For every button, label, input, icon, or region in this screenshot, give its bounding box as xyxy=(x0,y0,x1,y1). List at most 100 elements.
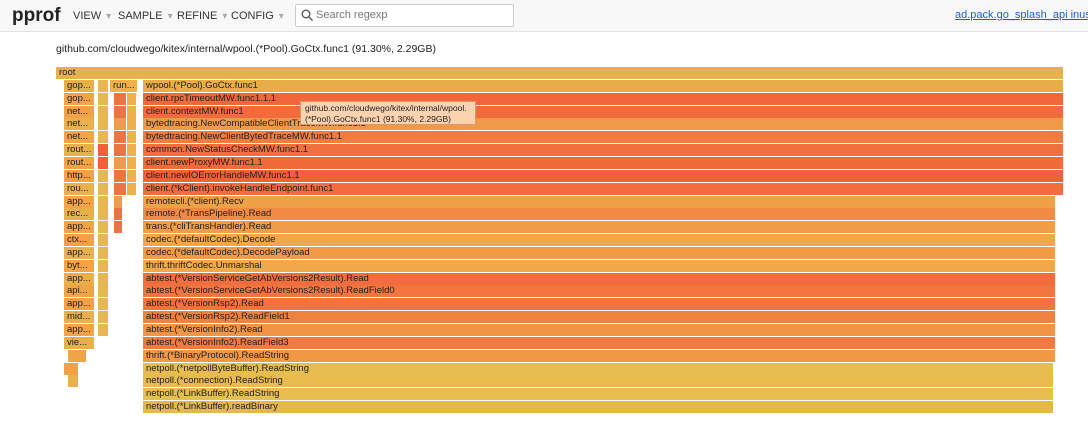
frame[interactable]: thrift.(*BinaryProtocol).ReadString xyxy=(143,349,1055,362)
frame[interactable]: net... xyxy=(64,105,94,118)
frame xyxy=(98,324,108,336)
frame[interactable]: app... xyxy=(64,195,94,208)
frame[interactable]: abtest.(*VersionInfo2).Read xyxy=(143,324,1055,336)
frame xyxy=(114,195,122,208)
frame xyxy=(114,131,126,144)
frame xyxy=(98,131,108,144)
search-icon xyxy=(301,9,313,21)
frame[interactable]: netpoll.(*netpollByteBuffer).ReadString xyxy=(143,362,1053,375)
frame[interactable]: abtest.(*VersionServiceGetAbVersions2Res… xyxy=(143,272,1055,285)
frame[interactable]: client.contextMW.func1 xyxy=(143,105,1063,118)
frame[interactable]: app... xyxy=(64,298,94,311)
frame[interactable]: bytedtracing.NewClientBytedTraceMW.func1… xyxy=(143,131,1063,144)
frame[interactable]: thrift.thriftCodec.Unmarshal xyxy=(143,259,1055,272)
frame xyxy=(127,131,136,144)
frame[interactable]: gop... xyxy=(64,79,94,92)
frame[interactable]: net... xyxy=(64,118,94,131)
frame[interactable]: netpoll.(*connection).ReadString xyxy=(143,375,1053,388)
tooltip: github.com/cloudwego/kitex/internal/wpoo… xyxy=(300,101,476,125)
frame[interactable]: root xyxy=(56,67,1063,79)
frame xyxy=(98,272,108,285)
frame[interactable]: vie... xyxy=(64,336,94,349)
frame[interactable]: codec.(*defaultCodec).Decode xyxy=(143,234,1055,247)
frame xyxy=(98,246,108,259)
frame xyxy=(114,156,126,169)
frame xyxy=(98,195,108,208)
frame[interactable]: bytedtracing.NewCompatibleClientTraceMW.… xyxy=(143,118,1063,131)
frame[interactable]: client.newIOErrorHandleMW.func1.1 xyxy=(143,169,1063,182)
frame xyxy=(64,362,78,375)
frame xyxy=(98,156,108,169)
frame[interactable]: http... xyxy=(64,169,94,182)
frame xyxy=(98,311,108,324)
frame xyxy=(127,169,136,182)
frame[interactable]: netpoll.(*LinkBuffer).ReadString xyxy=(143,388,1053,401)
frame xyxy=(98,118,108,131)
frame[interactable]: client.rpcTimeoutMW.func1.1.1 xyxy=(143,92,1063,105)
frame[interactable]: client.newProxyMW.func1.1 xyxy=(143,156,1063,169)
frame[interactable]: remote.(*TransPipeline).Read xyxy=(143,208,1055,221)
subtitle: github.com/cloudwego/kitex/internal/wpoo… xyxy=(56,43,436,55)
frame[interactable]: app... xyxy=(64,246,94,259)
tooltip-line: (*Pool).GoCtx.func1 (91.30%, 2.29GB) xyxy=(305,114,451,124)
frame[interactable]: abtest.(*VersionRsp2).ReadField1 xyxy=(143,311,1055,324)
frame xyxy=(98,259,108,272)
frame xyxy=(127,92,136,105)
frame xyxy=(98,169,108,182)
frame xyxy=(114,92,126,105)
frame[interactable]: wpool.(*Pool).GoCtx.func1 xyxy=(143,79,1063,92)
frame xyxy=(98,79,108,92)
frame[interactable]: common.NewStatusCheckMW.func1.1 xyxy=(143,144,1063,157)
frame[interactable]: rout... xyxy=(64,144,94,157)
frame[interactable]: abtest.(*VersionServiceGetAbVersions2Res… xyxy=(143,285,1055,298)
frame xyxy=(98,208,108,221)
menu[interactable]: SAMPLE xyxy=(118,10,173,22)
frame xyxy=(98,92,108,105)
frame[interactable]: abtest.(*VersionRsp2).Read xyxy=(143,298,1055,311)
frame xyxy=(68,349,86,362)
frame xyxy=(98,144,108,157)
frame[interactable]: run... xyxy=(110,79,137,92)
frame xyxy=(114,105,126,118)
frame xyxy=(127,156,136,169)
frame[interactable]: ctx... xyxy=(64,234,94,247)
frame[interactable]: gop... xyxy=(64,92,94,105)
frame xyxy=(68,375,78,388)
frame[interactable]: netpoll.(*LinkBuffer).readBinary xyxy=(143,401,1053,414)
search-placeholder: Search regexp xyxy=(316,9,388,21)
frame xyxy=(114,221,122,234)
menu[interactable]: REFINE xyxy=(177,10,227,22)
tooltip-line: github.com/cloudwego/kitex/internal/wpoo… xyxy=(305,103,467,113)
frame xyxy=(98,234,108,247)
logo[interactable]: pprof xyxy=(12,5,61,26)
frame[interactable]: client.(*kClient).invokeHandleEndpoint.f… xyxy=(143,182,1063,195)
frame[interactable]: api... xyxy=(64,285,94,298)
profile-link[interactable]: ad.pack.go_splash_api inuse_sp xyxy=(955,9,1088,21)
frame xyxy=(98,285,108,298)
frame[interactable]: trans.(*cliTransHandler).Read xyxy=(143,221,1055,234)
menu[interactable]: CONFIG xyxy=(231,10,284,22)
frame[interactable]: app... xyxy=(64,272,94,285)
frame[interactable]: rec... xyxy=(64,208,94,221)
menu[interactable]: VIEW xyxy=(73,10,111,22)
search-box[interactable]: Search regexp xyxy=(295,4,514,27)
frame[interactable]: rou... xyxy=(64,182,94,195)
frame[interactable]: app... xyxy=(64,324,94,336)
frame xyxy=(98,105,108,118)
frame[interactable]: mid... xyxy=(64,311,94,324)
frame xyxy=(114,144,126,157)
frame xyxy=(127,144,136,157)
frame[interactable]: byt... xyxy=(64,259,94,272)
frame[interactable]: abtest.(*VersionInfo2).ReadField3 xyxy=(143,336,1055,349)
frame xyxy=(98,221,108,234)
frame xyxy=(98,182,108,195)
frame[interactable]: remotecli.(*client).Recv xyxy=(143,195,1055,208)
frame[interactable]: app... xyxy=(64,221,94,234)
frame xyxy=(127,118,136,131)
frame[interactable]: net... xyxy=(64,131,94,144)
frame xyxy=(127,182,136,195)
frame[interactable]: codec.(*defaultCodec).DecodePayload xyxy=(143,246,1055,259)
frame xyxy=(98,298,108,311)
frame[interactable]: rout... xyxy=(64,156,94,169)
